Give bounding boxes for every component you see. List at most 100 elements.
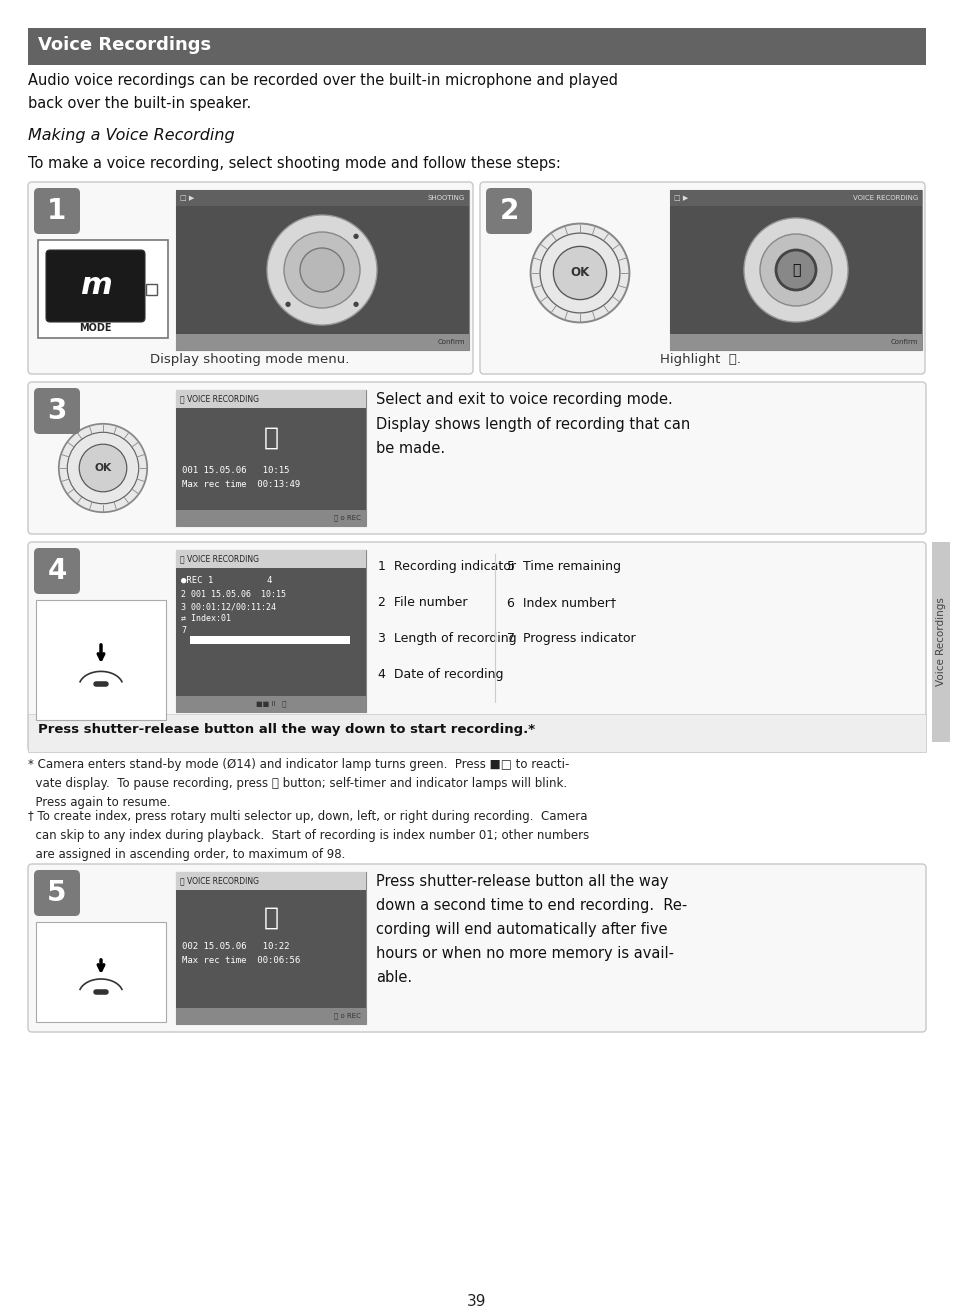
Text: 3  Length of recording: 3 Length of recording	[377, 632, 517, 645]
FancyBboxPatch shape	[28, 382, 925, 533]
Text: 1  Recording indicator: 1 Recording indicator	[377, 560, 516, 573]
Circle shape	[299, 248, 344, 292]
Text: □ ▶: □ ▶	[180, 194, 194, 201]
Text: 2 001 15.05.06  10:15: 2 001 15.05.06 10:15	[181, 590, 286, 599]
Text: 🎤: 🎤	[263, 426, 278, 449]
Text: 5  Time remaining: 5 Time remaining	[506, 560, 620, 573]
Bar	[175, 568, 366, 696]
FancyBboxPatch shape	[28, 541, 925, 752]
Text: 001 15.05.06   10:15: 001 15.05.06 10:15	[182, 466, 289, 474]
Text: ⇄ Index:01: ⇄ Index:01	[181, 614, 231, 623]
Bar	[175, 872, 366, 1024]
Text: 6  Index number†: 6 Index number†	[506, 597, 616, 608]
Circle shape	[59, 424, 147, 512]
Text: 5: 5	[48, 879, 67, 907]
Text: To make a voice recording, select shooting mode and follow these steps:: To make a voice recording, select shooti…	[28, 156, 560, 171]
Bar	[38, 240, 168, 338]
Text: Highlight  🎤.: Highlight 🎤.	[659, 353, 740, 367]
Text: 7: 7	[181, 625, 186, 635]
Bar	[175, 696, 366, 712]
FancyBboxPatch shape	[28, 865, 925, 1031]
Text: 4: 4	[48, 557, 67, 585]
Text: Voice Recordings: Voice Recordings	[935, 598, 945, 686]
Circle shape	[553, 247, 606, 300]
FancyBboxPatch shape	[28, 183, 473, 374]
Text: Display shooting mode menu.: Display shooting mode menu.	[151, 353, 350, 367]
Text: 1: 1	[48, 197, 67, 225]
Text: Select and exit to voice recording mode.
Display shows length of recording that : Select and exit to voice recording mode.…	[375, 392, 690, 456]
Text: 🎤: 🎤	[263, 905, 278, 930]
Text: ●: ●	[353, 301, 358, 307]
FancyBboxPatch shape	[46, 250, 145, 322]
Bar	[28, 28, 925, 64]
Text: Press shutter-release button all the way
down a second time to end recording.  R: Press shutter-release button all the way…	[375, 874, 686, 986]
Text: Audio voice recordings can be recorded over the built-in microphone and played
b: Audio voice recordings can be recorded o…	[28, 74, 618, 110]
Text: OK: OK	[94, 463, 112, 473]
Bar	[175, 409, 366, 510]
Text: Press shutter-release button all the way down to start recording.*: Press shutter-release button all the way…	[38, 724, 535, 737]
Text: MODE: MODE	[79, 323, 112, 332]
FancyBboxPatch shape	[485, 188, 532, 234]
FancyBboxPatch shape	[479, 183, 924, 374]
Text: 🎤 o REC: 🎤 o REC	[334, 515, 360, 522]
Bar	[175, 390, 366, 409]
Text: ●: ●	[353, 233, 358, 239]
Bar	[175, 1008, 366, 1024]
Text: * Camera enters stand-by mode (Ø14) and indicator lamp turns green.  Press ■□ to: * Camera enters stand-by mode (Ø14) and …	[28, 758, 569, 809]
Bar	[36, 922, 166, 1022]
Bar	[175, 390, 366, 526]
Text: 🎤 VOICE RECORDING: 🎤 VOICE RECORDING	[180, 394, 258, 403]
Circle shape	[267, 215, 376, 325]
Text: Max rec time  00:06:56: Max rec time 00:06:56	[182, 957, 300, 964]
Text: 🎤: 🎤	[791, 263, 800, 277]
FancyBboxPatch shape	[34, 388, 80, 434]
Bar	[175, 510, 366, 526]
Text: □ ▶: □ ▶	[673, 194, 687, 201]
Bar	[175, 206, 469, 334]
Text: 3 00:01:12/00:11:24: 3 00:01:12/00:11:24	[181, 602, 275, 611]
Text: ●: ●	[285, 301, 291, 307]
Text: 🎤 VOICE RECORDING: 🎤 VOICE RECORDING	[180, 876, 258, 886]
Circle shape	[760, 234, 831, 306]
Bar	[175, 191, 469, 350]
Text: 3: 3	[48, 397, 67, 424]
Text: 002 15.05.06   10:22: 002 15.05.06 10:22	[182, 942, 289, 951]
Bar	[931, 541, 949, 742]
Bar	[669, 334, 921, 350]
FancyBboxPatch shape	[34, 548, 80, 594]
FancyBboxPatch shape	[34, 188, 80, 234]
Text: † To create index, press rotary multi selector up, down, left, or right during r: † To create index, press rotary multi se…	[28, 809, 589, 861]
Circle shape	[743, 218, 847, 322]
FancyBboxPatch shape	[34, 870, 80, 916]
Bar	[175, 551, 366, 712]
Bar	[190, 636, 350, 644]
Bar	[36, 600, 166, 720]
Bar	[175, 890, 366, 1008]
Text: 🎤 VOICE RECORDING: 🎤 VOICE RECORDING	[180, 555, 258, 564]
Text: 2: 2	[498, 197, 518, 225]
Bar	[669, 191, 921, 350]
Circle shape	[79, 444, 127, 491]
Bar	[669, 191, 921, 206]
Circle shape	[775, 250, 815, 290]
Text: ●REC 1          4: ●REC 1 4	[181, 576, 273, 585]
Bar	[175, 872, 366, 890]
Text: 39: 39	[467, 1294, 486, 1309]
Circle shape	[530, 223, 629, 322]
Circle shape	[539, 233, 619, 313]
Text: Confirm: Confirm	[889, 339, 917, 346]
Circle shape	[68, 432, 138, 503]
Bar	[146, 284, 157, 296]
Bar	[28, 714, 925, 752]
Circle shape	[284, 233, 359, 307]
Text: ■■ II   🎤: ■■ II 🎤	[255, 700, 286, 707]
Text: 4  Date of recording: 4 Date of recording	[377, 668, 503, 681]
Text: 7  Progress indicator: 7 Progress indicator	[506, 632, 635, 645]
Text: OK: OK	[570, 267, 589, 280]
Text: 🎤 o REC: 🎤 o REC	[334, 1013, 360, 1020]
Text: SHOOTING: SHOOTING	[427, 194, 464, 201]
Text: m: m	[79, 272, 112, 301]
Bar	[175, 551, 366, 568]
Bar	[175, 334, 469, 350]
Text: Making a Voice Recording: Making a Voice Recording	[28, 127, 234, 143]
